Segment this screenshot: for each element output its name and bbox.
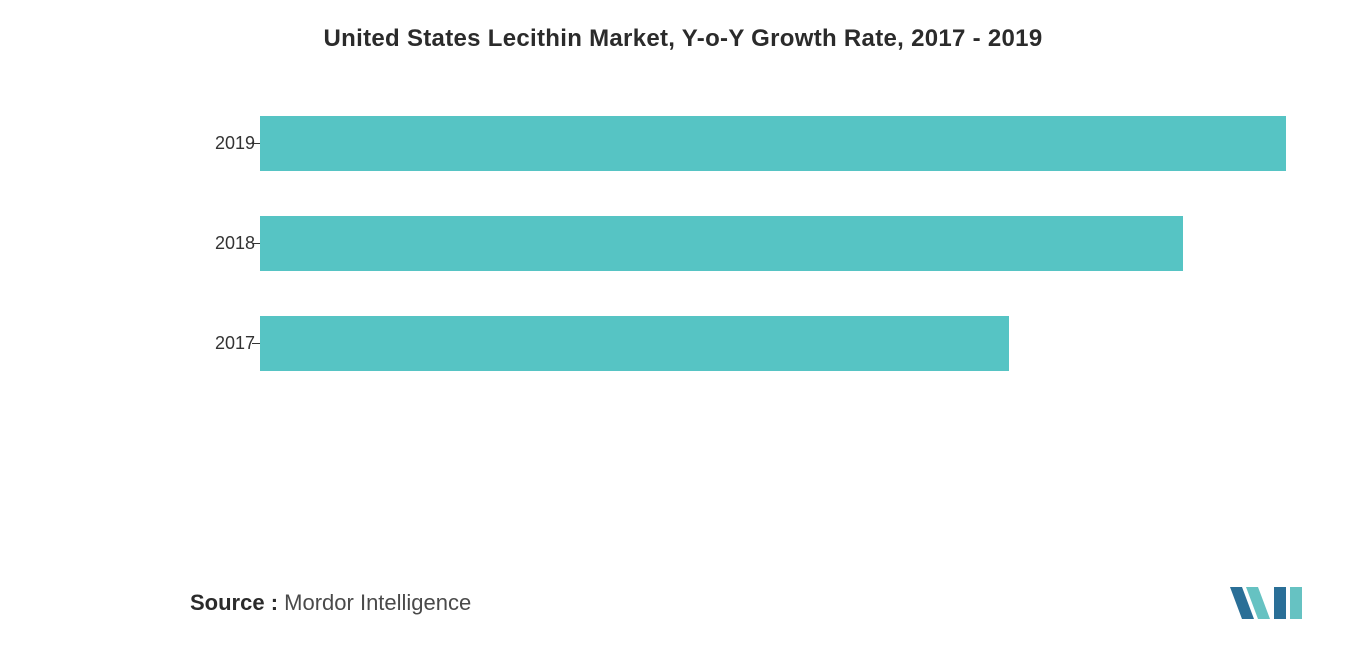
chart-container: United States Lecithin Market, Y-o-Y Gro… [0,0,1366,655]
bar-row-2017: 2017 [260,313,1286,373]
chart-title: United States Lecithin Market, Y-o-Y Gro… [40,25,1326,53]
bar-row-2018: 2018 [260,213,1286,273]
mordor-logo-icon [1228,581,1306,625]
source-value: Mordor Intelligence [284,590,471,615]
bar-row-2019: 2019 [260,113,1286,173]
plot-area: 2019 2018 2017 [260,113,1286,433]
chart-footer: Source : Mordor Intelligence [190,581,1306,625]
bar-2019 [260,116,1286,171]
bar-label-2018: 2018 [210,233,255,254]
source-text: Source : Mordor Intelligence [190,590,471,616]
bar-label-2017: 2017 [210,333,255,354]
bar-2018 [260,216,1183,271]
source-label: Source : [190,590,278,615]
bar-label-2019: 2019 [210,133,255,154]
bar-2017 [260,316,1009,371]
